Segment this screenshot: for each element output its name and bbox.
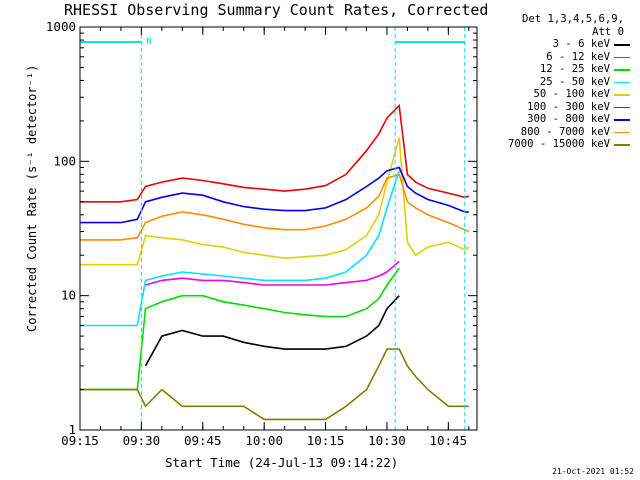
- series-line-8: [80, 173, 470, 241]
- legend-swatch-9: [614, 144, 630, 146]
- vertical-markers: N: [80, 27, 466, 430]
- legend: Det 1,3,4,5,6,9, Att 0 3 - 6 keV 6 - 12 k…: [480, 13, 632, 151]
- legend-label-8: 800 - 7000 keV: [520, 125, 610, 138]
- legend-entry-1: 3 - 6 keV: [480, 38, 632, 51]
- series-line-1: [144, 295, 400, 367]
- x-axis-label: Start Time (24-Jul-13 09:14:22): [165, 455, 399, 470]
- series-line-7: [80, 166, 469, 224]
- series-line-3: [80, 267, 400, 391]
- legend-label-7: 300 - 800 keV: [527, 113, 610, 125]
- axes: 09:15 09:30 09:45 10:00 10:15 10:30 10:45 1 10 10…: [46, 19, 478, 448]
- legend-entry-9: 7000 - 15000 keV: [480, 138, 632, 151]
- y-tick-label-3: 100: [53, 153, 76, 168]
- x-tick-label-5: 10:15: [307, 433, 345, 448]
- series-line-2: [145, 260, 400, 286]
- series-lines: [80, 103, 470, 421]
- legend-label-4: 25 - 50 keV: [539, 75, 610, 88]
- series-line-9: [80, 348, 469, 421]
- legend-entry-7: 300 - 800 keV: [480, 113, 632, 126]
- legend-entry-4: 25 - 50 keV: [480, 76, 632, 89]
- series-line-6: [80, 103, 470, 203]
- legend-label-2: 6 - 12 keV: [546, 50, 610, 63]
- legend-entry-2: 6 - 12 keV: [480, 51, 632, 64]
- x-tick-label-3: 09:45: [184, 433, 222, 448]
- x-tick-label-6: 10:30: [368, 433, 406, 448]
- x-tick-label-7: 10:45: [430, 433, 468, 448]
- legend-entries: 3 - 6 keV 6 - 12 keV 12 - 25 keV 25 - 50 ke…: [480, 38, 632, 151]
- legend-swatch-7: [614, 119, 630, 121]
- footer-timestamp: 21-Oct-2021 01:52: [552, 467, 634, 476]
- y-tick-label-1: 1: [68, 422, 76, 437]
- legend-header-line-1: Det 1,3,4,5,6,9,: [521, 13, 624, 25]
- legend-entry-6: 100 - 300 keV: [480, 101, 632, 114]
- legend-header-line-2: Att 0: [592, 25, 624, 38]
- legend-swatch-3: [614, 69, 630, 71]
- x-tick-label-2: 09:30: [123, 433, 161, 448]
- flag-label: N: [146, 37, 151, 47]
- legend-swatch-1: [614, 44, 630, 46]
- series-line-5: [80, 137, 470, 266]
- legend-label-6: 100 - 300 keV: [527, 100, 610, 113]
- legend-label-5: 50 - 100 keV: [533, 88, 610, 100]
- legend-swatch-5: [614, 94, 630, 96]
- legend-swatch-6: [614, 106, 630, 108]
- y-tick-label-4: 1000: [46, 19, 76, 34]
- series-line-4: [80, 170, 400, 327]
- legend-swatch-8: [614, 131, 630, 133]
- legend-swatch-4: [614, 81, 630, 83]
- x-tick-label-4: 10:00: [245, 433, 283, 448]
- legend-label-1: 3 - 6 keV: [552, 38, 610, 50]
- legend-swatch-2: [614, 56, 630, 58]
- legend-label-9: 7000 - 15000 keV: [507, 138, 610, 150]
- legend-entry-3: 12 - 25 keV: [480, 63, 632, 76]
- y-tick-label-2: 10: [61, 288, 76, 303]
- legend-label-3: 12 - 25 keV: [539, 63, 610, 75]
- chart-title: RHESSI Observing Summary Count Rates, Co…: [64, 1, 489, 19]
- legend-entry-5: 50 - 100 keV: [480, 88, 632, 101]
- x-tick-label-1: 09:15: [61, 433, 99, 448]
- legend-entry-8: 800 - 7000 keV: [480, 126, 632, 139]
- plot-frame: [79, 26, 478, 431]
